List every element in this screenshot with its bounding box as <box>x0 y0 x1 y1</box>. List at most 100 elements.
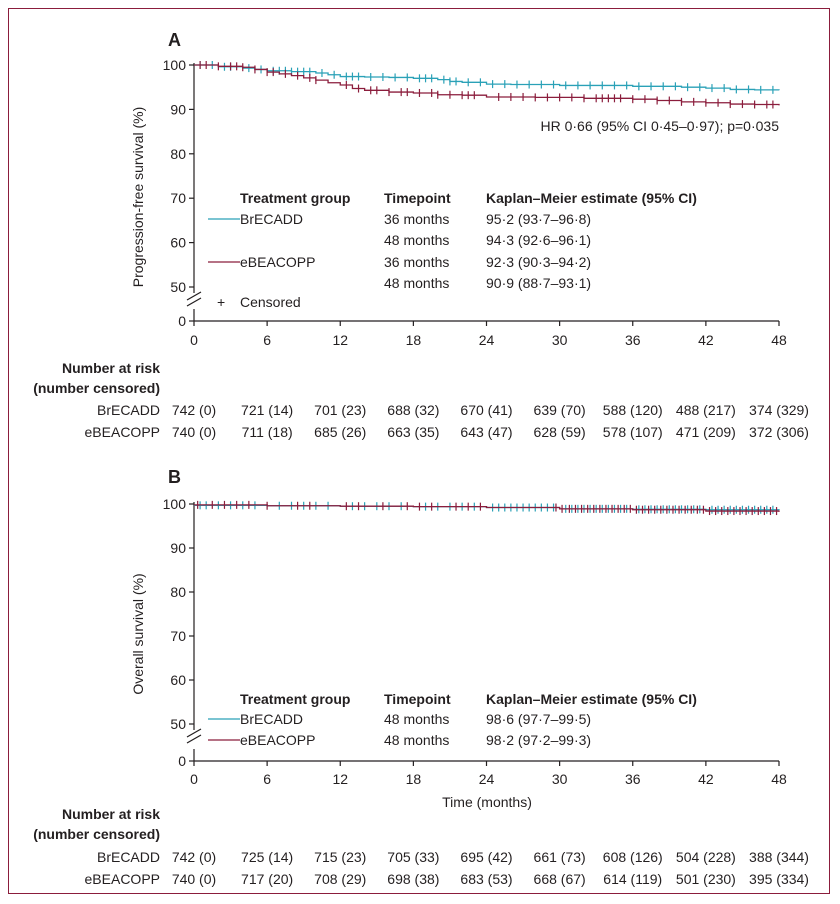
panel-a-ytick-label-80: 80 <box>170 146 186 162</box>
panel-b-ylabel: Overall survival (%) <box>130 573 146 694</box>
panel-a-ytick-label-60: 60 <box>170 235 186 251</box>
panel-b-risk-brecadd-48: 388 (344) <box>749 849 809 865</box>
panel-a-risk-brecadd-18: 688 (32) <box>387 402 439 418</box>
panel-b-letter: B <box>168 467 181 487</box>
risk-b-values: 742 (0) 725 (14) 715 (23) 705 (33) 695 (42) 6… <box>172 849 809 887</box>
legend-a-tp-1: 36 months <box>384 211 449 227</box>
legend-b-header-timepoint: Timepoint <box>384 691 451 707</box>
panel-a-risk-ebeacopp-36: 578 (107) <box>603 424 663 440</box>
panel-b-risk-ebeacopp-0: 740 (0) <box>172 871 216 887</box>
panel-b-risk-ebeacopp-6: 717 (20) <box>241 871 293 887</box>
panel-a-risk-ebeacopp-6: 711 (18) <box>242 424 293 440</box>
panel-a-xtick-label-30: 30 <box>552 332 568 348</box>
panel-a-xtick-label-12: 12 <box>332 332 348 348</box>
panel-a-axis-break-mark-1 <box>186 291 202 301</box>
panel-b-xtick-label-18: 18 <box>406 771 422 787</box>
legend-a-est-4: 90·9 (88·7–93·1) <box>486 275 591 291</box>
panel-a-xtick-label-42: 42 <box>698 332 714 348</box>
panel-a-legend: Treatment group Timepoint Kaplan–Meier e… <box>208 190 697 310</box>
panel-b-legend: Treatment group Timepoint Kaplan–Meier e… <box>208 691 697 748</box>
panel-b-risk-brecadd-18: 705 (33) <box>387 849 439 865</box>
panel-a-risk-brecadd-42: 488 (217) <box>676 402 736 418</box>
panel-a-risk-brecadd-36: 588 (120) <box>603 402 663 418</box>
panel-b-risk-table: Number at risk (number censored) BrECADD… <box>33 806 809 887</box>
panel-a-axes: 0 50 60 70 80 90 100 0 6 12 18 24 30 36 42 48 <box>163 57 787 348</box>
risk-b-title-2: (number censored) <box>33 826 160 842</box>
panel-a-risk-brecadd-30: 639 (70) <box>534 402 586 418</box>
panel-b-axis-break-mark-2 <box>186 734 202 744</box>
panel-b-xtick-label-12: 12 <box>332 771 348 787</box>
panel-b-risk-ebeacopp-42: 501 (230) <box>676 871 736 887</box>
panel-b-xtick-label-48: 48 <box>771 771 787 787</box>
panel-b-xtick-label-6: 6 <box>263 771 271 787</box>
panel-a-curves <box>194 61 780 109</box>
legend-b-header-estimate: Kaplan–Meier estimate (95% CI) <box>486 691 697 707</box>
legend-a-header-group: Treatment group <box>240 190 350 206</box>
panel-b-ytick-label-70: 70 <box>170 628 186 644</box>
risk-b-group-ebeacopp: eBEACOPP <box>85 871 160 887</box>
panel-b-axis-break-mark-1 <box>186 728 202 738</box>
legend-b-group-brecadd: BrECADD <box>240 711 303 727</box>
panel-b-risk-ebeacopp-30: 668 (67) <box>534 871 586 887</box>
panel-a-xtick-label-6: 6 <box>263 332 271 348</box>
panel-a-ylabel: Progression-free survival (%) <box>130 107 146 288</box>
legend-a-est-1: 95·2 (93·7–96·8) <box>486 211 591 227</box>
panel-b-risk-ebeacopp-12: 708 (29) <box>314 871 366 887</box>
panel-b-ytick-label-90: 90 <box>170 540 186 556</box>
panel-a-risk-ebeacopp-48: 372 (306) <box>749 424 809 440</box>
panel-a-risk-ebeacopp-0: 740 (0) <box>172 424 216 440</box>
panel-a-risk-ebeacopp-18: 663 (35) <box>387 424 439 440</box>
panel-a-y-axis-label: Progression-free survival (%) <box>130 107 146 288</box>
risk-a-group-ebeacopp: eBEACOPP <box>85 424 160 440</box>
panel-b-risk-brecadd-30: 661 (73) <box>534 849 586 865</box>
legend-a-censored-symbol: + <box>217 294 225 310</box>
panel-b-risk-brecadd-42: 504 (228) <box>676 849 736 865</box>
panel-a-ytick-label-100: 100 <box>163 57 187 73</box>
panel-b-risk-ebeacopp-48: 395 (334) <box>749 871 809 887</box>
legend-a-est-2: 94·3 (92·6–96·1) <box>486 232 591 248</box>
panel-a-risk-brecadd-12: 701 (23) <box>314 402 366 418</box>
panel-a-letter: A <box>168 30 181 50</box>
panel-a-xtick-label-18: 18 <box>406 332 422 348</box>
panel-b-curve-ebeacopp <box>194 504 780 512</box>
panel-b-xtick-label-24: 24 <box>479 771 495 787</box>
panel-a-xtick-label-36: 36 <box>625 332 641 348</box>
panel-a: A Progression-free survival (%) 05060708… <box>33 30 809 440</box>
panel-b-ytick-label-100: 100 <box>163 496 187 512</box>
panel-a-ytick-label-90: 90 <box>170 101 186 117</box>
panel-b-risk-ebeacopp-18: 698 (38) <box>387 871 439 887</box>
panel-a-risk-brecadd-24: 670 (41) <box>460 402 512 418</box>
panel-b-risk-ebeacopp-24: 683 (53) <box>460 871 512 887</box>
panel-a-risk-brecadd-48: 374 (329) <box>749 402 809 418</box>
panel-a-curve-brecadd <box>194 64 780 91</box>
panel-b-y-axis-label: Overall survival (%) <box>130 573 146 694</box>
panel-b-risk-ebeacopp-36: 614 (119) <box>603 871 662 887</box>
legend-a-group-brecadd: BrECADD <box>240 211 303 227</box>
legend-b-tp-1: 48 months <box>384 711 449 727</box>
panel-a-risk-ebeacopp-24: 643 (47) <box>460 424 512 440</box>
panel-a-risk-table: Number at risk (number censored) BrECADD… <box>33 360 809 440</box>
panel-a-ytick-label-50: 50 <box>170 279 186 295</box>
risk-a-group-brecadd: BrECADD <box>97 402 160 418</box>
panel-b-ytick-label-50: 50 <box>170 716 186 732</box>
panel-b-axes: 0 50 60 70 80 90 100 0 6 12 18 24 30 36 42 48 <box>163 496 787 787</box>
panel-b-risk-brecadd-36: 608 (126) <box>603 849 663 865</box>
panel-a-xtick-label-0: 0 <box>190 332 198 348</box>
legend-b-header-group: Treatment group <box>240 691 350 707</box>
panel-a-axis-break-mark-2 <box>186 297 202 307</box>
panel-a-risk-brecadd-6: 721 (14) <box>241 402 293 418</box>
legend-a-est-3: 92·3 (90·3–94·2) <box>486 254 591 270</box>
panel-b-curves <box>194 500 780 516</box>
legend-a-tp-3: 36 months <box>384 254 449 270</box>
panel-a-risk-ebeacopp-30: 628 (59) <box>534 424 586 440</box>
panel-b-risk-brecadd-0: 742 (0) <box>172 849 216 865</box>
panel-a-xtick-label-48: 48 <box>771 332 787 348</box>
risk-b-title-1: Number at risk <box>62 806 160 822</box>
panel-b-risk-brecadd-12: 715 (23) <box>314 849 366 865</box>
panel-a-hr-annotation: HR 0·66 (95% CI 0·45–0·97); p=0·035 <box>540 118 779 134</box>
legend-a-tp-4: 48 months <box>384 275 449 291</box>
risk-a-values: 742 (0) 721 (14) 701 (23) 688 (32) 670 (41) 6… <box>172 402 809 440</box>
legend-b-est-2: 98·2 (97·2–99·3) <box>486 732 591 748</box>
panel-b-xtick-label-36: 36 <box>625 771 641 787</box>
